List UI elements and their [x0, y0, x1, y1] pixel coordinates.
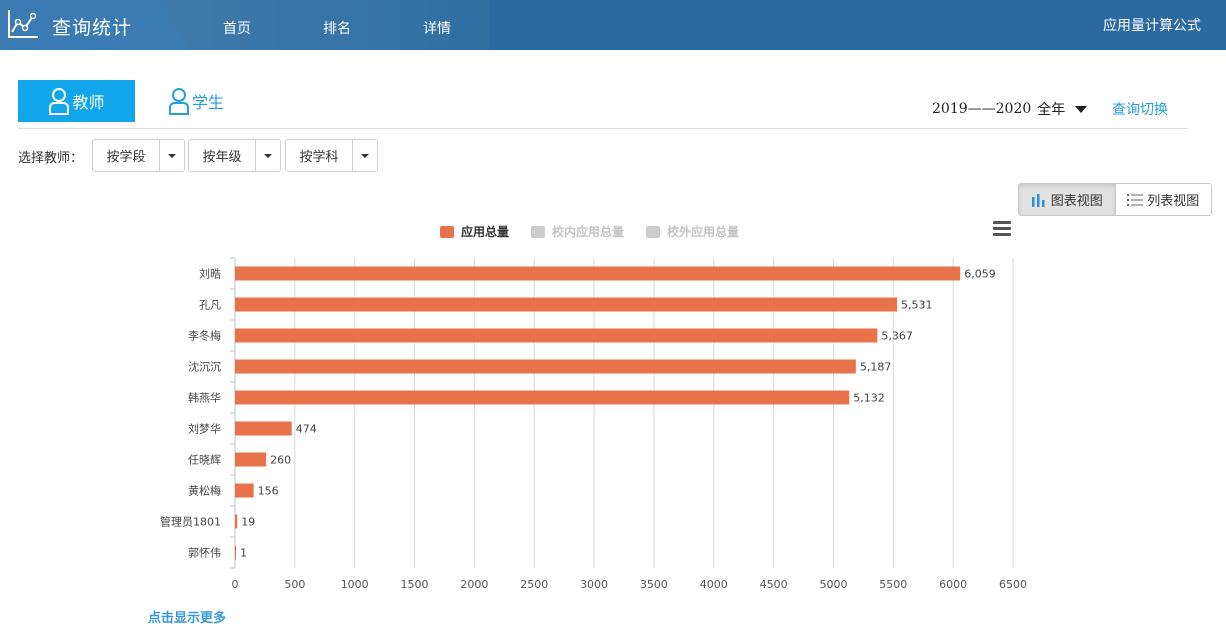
- legend-item-outschool[interactable]: 校外应用总量: [646, 223, 739, 240]
- filter-label: 选择教师：: [18, 151, 84, 166]
- y-tick-label: 刘晧: [199, 268, 221, 281]
- bar: [235, 483, 254, 498]
- bar: [235, 359, 856, 374]
- list-view-label: 列表视图: [1147, 194, 1200, 209]
- stage-dropdown[interactable]: 按学段: [92, 139, 185, 172]
- y-tick-label: 沈沉沉: [188, 360, 221, 374]
- tab-teacher-label: 教师: [72, 93, 105, 112]
- legend-label: 校外应用总量: [667, 225, 740, 239]
- legend-swatch: [440, 225, 454, 238]
- data-label: 5,367: [881, 330, 913, 343]
- tab-teacher[interactable]: 教师: [18, 80, 135, 122]
- data-label: 5,187: [860, 361, 892, 374]
- bar: [235, 297, 898, 312]
- bar-chart-icon: [1031, 193, 1045, 207]
- top-bar: 查询统计 首页 排名 详情 应用量计算公式: [0, 0, 1226, 50]
- nav-ranking[interactable]: 排名: [323, 21, 351, 37]
- y-tick-label: 管理员1801: [160, 515, 221, 529]
- chart-view-label: 图表视图: [1050, 194, 1103, 209]
- chevron-down-icon: [256, 140, 280, 171]
- y-tick-label: 韩燕华: [188, 391, 221, 405]
- subject-dropdown-label: 按学科: [286, 140, 353, 171]
- y-tick-label: 李冬梅: [188, 329, 221, 343]
- chevron-down-icon: [160, 140, 184, 171]
- x-tick-label: 3000: [580, 578, 608, 591]
- x-tick-label: 2500: [520, 578, 548, 591]
- y-tick-label: 刘梦华: [188, 422, 221, 436]
- nav-details[interactable]: 详情: [423, 21, 451, 37]
- stage-dropdown-label: 按学段: [93, 140, 160, 171]
- x-tick-label: 500: [284, 578, 305, 591]
- chart-view-button[interactable]: 图表视图: [1019, 184, 1116, 215]
- statistics-logo-icon: [8, 10, 38, 38]
- year-range: 2019——2020: [932, 101, 1032, 117]
- x-tick-label: 1500: [401, 578, 429, 591]
- bar: [235, 390, 850, 405]
- data-label: 5,132: [853, 392, 885, 405]
- person-icon: [169, 88, 189, 115]
- legend-swatch: [531, 225, 546, 238]
- bar: [235, 421, 292, 436]
- data-label: 19: [241, 516, 255, 529]
- legend-label: 应用总量: [461, 225, 510, 239]
- subject-dropdown[interactable]: 按学科: [285, 139, 378, 172]
- data-label: 1: [240, 547, 247, 560]
- x-tick-label: 5000: [819, 578, 847, 591]
- data-label: 6,059: [964, 268, 996, 281]
- chevron-down-icon: [353, 140, 377, 171]
- caret-down-icon: [1075, 105, 1088, 113]
- data-label: 260: [270, 454, 291, 467]
- view-toggle: 图表视图 列表视图: [1018, 183, 1212, 216]
- chart-legend: 应用总量 校内应用总量 校外应用总量: [440, 223, 739, 240]
- data-label: 474: [296, 423, 317, 436]
- x-tick-label: 5500: [879, 578, 907, 591]
- nav-home[interactable]: 首页: [223, 21, 251, 37]
- app-title: 查询统计: [52, 17, 133, 39]
- query-switch-link[interactable]: 查询切换: [1112, 102, 1168, 118]
- header-brand-block: [0, 0, 190, 50]
- divider: [18, 128, 1188, 129]
- tab-student[interactable]: 学生: [168, 82, 224, 120]
- nav-background: [160, 0, 490, 50]
- x-tick-label: 3500: [640, 578, 668, 591]
- formula-link[interactable]: 应用量计算公式: [1103, 18, 1201, 34]
- x-tick-label: 1000: [341, 578, 369, 591]
- y-tick-label: 任晓辉: [188, 454, 221, 467]
- legend-item-inschool[interactable]: 校内应用总量: [531, 223, 624, 240]
- grade-dropdown[interactable]: 按年级: [188, 139, 281, 172]
- legend-item-total[interactable]: 应用总量: [440, 223, 509, 240]
- year-select[interactable]: 2019——2020 全年: [932, 99, 1088, 119]
- list-icon: [1127, 193, 1144, 206]
- data-label: 5,531: [901, 299, 933, 312]
- grade-dropdown-label: 按年级: [189, 140, 256, 171]
- bar: [235, 514, 238, 529]
- show-more-link[interactable]: 点击显示更多: [148, 611, 227, 626]
- list-view-button[interactable]: 列表视图: [1116, 184, 1212, 215]
- legend-swatch: [646, 225, 661, 238]
- bar: [235, 328, 878, 343]
- x-tick-label: 4500: [760, 578, 788, 591]
- y-tick-label: 郭怀伟: [188, 547, 221, 560]
- tab-student-label: 学生: [192, 93, 225, 112]
- bar: [235, 266, 961, 281]
- y-tick-label: 孔凡: [199, 299, 221, 312]
- bar: [235, 545, 236, 560]
- data-label: 156: [258, 485, 279, 498]
- x-tick-label: 6500: [999, 578, 1027, 591]
- year-term: 全年: [1037, 102, 1066, 118]
- legend-label: 校内应用总量: [552, 225, 625, 239]
- y-tick-label: 黄松梅: [188, 484, 221, 498]
- person-icon: [49, 88, 70, 115]
- bar: [235, 452, 267, 467]
- x-tick-label: 0: [232, 578, 239, 591]
- chart-menu-icon[interactable]: [993, 221, 1011, 237]
- x-tick-label: 4000: [700, 578, 728, 591]
- x-tick-label: 2000: [460, 578, 488, 591]
- x-tick-label: 6000: [939, 578, 967, 591]
